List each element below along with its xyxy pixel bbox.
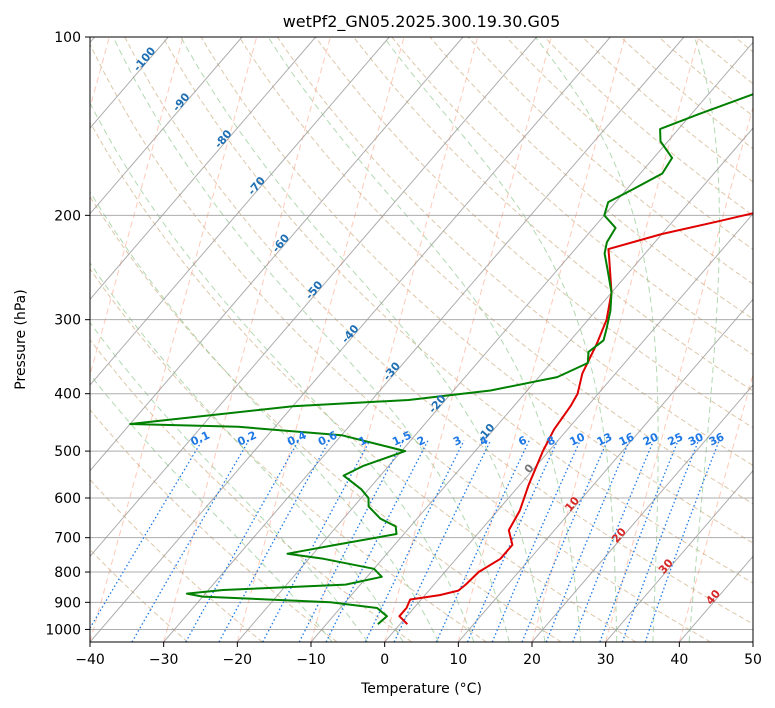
moist-adiabat [112, 37, 510, 642]
moist-adiabat [90, 321, 369, 642]
y-tick-label: 1000 [45, 622, 81, 638]
dewpoint-line [129, 93, 753, 625]
isotherm-line [90, 37, 538, 558]
x-tick-label: 30 [597, 652, 615, 668]
moist-adiabat [267, 37, 582, 642]
dry-adiabat [90, 268, 487, 642]
mixing-ratio-line [435, 440, 530, 642]
y-tick-label: 700 [54, 531, 81, 547]
dry-adiabat [90, 121, 637, 642]
mixing-ratio-line [325, 440, 429, 642]
mixing-ratio-line [621, 440, 700, 642]
x-tick-label: −10 [296, 652, 326, 668]
y-tick-label: 100 [54, 30, 81, 46]
mixing-ratio-line [521, 440, 608, 642]
mixing-ratio-line [131, 440, 250, 642]
chart-title: wetPf2_GN05.2025.300.19.30.G05 [283, 12, 561, 32]
isotherm-line [384, 212, 753, 642]
dry-adiabat [238, 37, 753, 505]
x-tick-label: −20 [223, 652, 253, 668]
moist-adiabat [90, 262, 404, 642]
mixing-ratio-label: 25 [666, 430, 685, 448]
dry-adiabat [391, 37, 753, 356]
x-tick-label: −40 [75, 652, 105, 668]
isotherm-line [90, 37, 611, 642]
temperature-line [398, 212, 753, 625]
mixing-ratio-label: 13 [595, 430, 614, 448]
moist-adiabat [90, 102, 475, 642]
isotherm-line [90, 37, 317, 301]
isotherm-line [605, 469, 753, 642]
dry-adiabat [90, 478, 263, 642]
isotherm-line [90, 37, 243, 215]
mixing-ratio-line [90, 440, 203, 630]
isotherm-line [163, 37, 685, 642]
x-axis-label: Temperature (°C) [360, 681, 482, 697]
isotherm-line [531, 384, 753, 642]
isotherm-line [90, 37, 390, 386]
dry-adiabat [200, 37, 753, 544]
y-tick-label: 900 [54, 595, 81, 611]
dry-adiabat [124, 37, 753, 625]
y-tick-label: 600 [54, 491, 81, 507]
dry-adiabat [162, 37, 753, 584]
x-tick-label: 0 [380, 652, 389, 668]
isotherm-line [310, 127, 753, 642]
isotherm-line [90, 37, 464, 472]
mixing-ratio-label: 20 [641, 430, 661, 448]
sounding-profiles [129, 93, 753, 625]
dry-adiabat [90, 42, 711, 642]
x-tick-label: 10 [449, 652, 467, 668]
isotherm-line [457, 298, 753, 642]
mixing-ratio-line [466, 440, 559, 642]
y-tick-label: 400 [54, 387, 81, 403]
moist-adiabat [90, 190, 439, 642]
x-tick-label: 40 [670, 652, 688, 668]
y-tick-label: 200 [54, 208, 81, 224]
x-tick-label: 50 [744, 652, 762, 668]
mixing-ratio-label: 36 [707, 430, 727, 448]
plot-frame [89, 36, 754, 643]
axes: −40 −30 −20 −10 0 10 20 30 40 50 100 200 300 400 500 60… [45, 30, 762, 668]
x-tick-label: 20 [523, 652, 541, 668]
mixing-ratio-line [185, 440, 300, 642]
y-tick-label: 500 [54, 444, 81, 460]
x-tick-label: −30 [149, 652, 179, 668]
mixing-ratio-line [644, 440, 720, 642]
mixing-ratio-label: 10 [568, 430, 588, 448]
moist-adiabat [688, 37, 720, 642]
isotherm-line [236, 41, 753, 642]
dry-adiabat [467, 37, 753, 285]
mixing-ratio-line [364, 440, 465, 642]
mixing-ratio-line [491, 440, 581, 642]
dry-adiabat [353, 37, 753, 392]
theta-e-line [678, 372, 753, 642]
mixing-ratio-label: 16 [617, 430, 637, 448]
mixing-ratio-label: 30 [686, 430, 706, 448]
y-tick-label: 300 [54, 313, 81, 329]
moist-adiabat [180, 37, 546, 642]
moist-adiabat [535, 37, 659, 642]
y-tick-label: 800 [54, 565, 81, 581]
y-axis-label: Pressure (hPa) [13, 289, 29, 389]
mixing-ratio-line [218, 440, 330, 642]
dry-adiabat [276, 37, 753, 467]
